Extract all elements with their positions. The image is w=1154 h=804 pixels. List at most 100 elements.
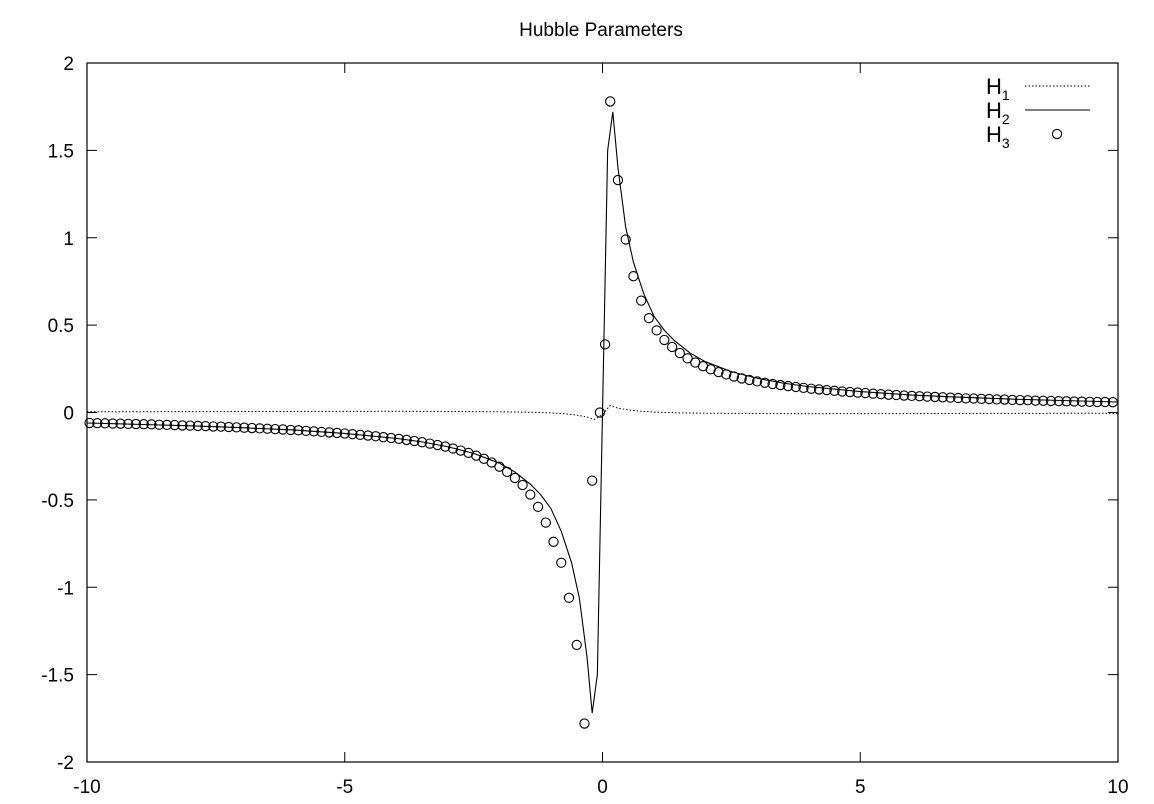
data-point [659,334,670,346]
data-point [293,425,304,436]
legend-marker-h3 [1051,128,1063,140]
y-tick-label: -0.5 [41,491,74,512]
data-point [571,639,582,651]
data-point [138,419,149,430]
data-point [362,430,374,441]
data-point [587,475,598,486]
data-point [937,392,948,403]
data-point [1092,396,1103,408]
axis-tick-labels: -10 -5 0 5 10 -2 -1.5 -1 -0.5 0 0.5 1 1.5 2 [41,54,1128,798]
data-point [509,472,521,484]
data-point [579,718,590,729]
data-point [455,445,466,456]
data-point [161,419,173,431]
data-point [339,428,350,439]
data-point [254,423,265,434]
data-point [277,424,289,435]
axis-ticks [86,62,1119,763]
data-point [177,420,188,431]
data-point [976,393,987,405]
data-point [115,418,126,429]
data-point [599,339,611,350]
data-point [385,432,397,444]
data-point [867,388,879,399]
data-point [262,423,273,434]
data-point [806,383,817,394]
x-tick-label: 5 [855,777,866,798]
data-point [239,422,250,433]
data-point [875,389,887,400]
y-tick-label: 0.5 [48,316,74,337]
data-point [123,418,134,430]
data-point [1061,396,1072,407]
data-point [914,391,925,402]
data-point [409,435,420,447]
data-point [501,466,513,478]
data-point [1099,396,1111,408]
data-point [331,427,343,439]
data-point [713,366,724,378]
data-point [285,424,296,436]
data-point [968,393,979,404]
data-point [355,429,366,441]
data-point [837,386,848,397]
data-point [775,379,786,391]
data-point [752,376,763,387]
data-point [231,422,242,433]
data-point [999,394,1010,405]
data-point [107,418,118,429]
data-point [612,174,624,186]
data-point [200,420,211,432]
data-point [906,390,917,402]
y-tick-label: 2 [63,54,74,75]
data-point [852,387,863,398]
data-point [620,234,631,245]
data-point [308,426,319,437]
data-point [324,427,335,438]
data-point [1038,395,1049,406]
data-point [860,387,871,399]
data-point [798,382,809,394]
y-tick-label: 1 [63,229,74,250]
data-point [1107,397,1118,408]
data-point [393,433,405,445]
x-tick-label: 0 [597,777,608,798]
data-point [721,369,732,380]
data-point [517,479,528,491]
data-point [636,295,647,306]
data-point [674,347,685,359]
data-point [759,377,771,388]
data-point [215,421,227,432]
x-tick-label: -10 [73,777,100,798]
data-point [378,431,389,443]
data-point [270,423,281,435]
data-point [945,392,956,403]
data-point [651,325,662,336]
data-point [92,418,103,429]
data-point [983,393,995,405]
data-point [736,373,747,384]
data-point [883,389,894,400]
data-point [84,417,95,429]
series-h3-markers [84,96,1118,729]
data-point [532,501,544,513]
data-point [463,447,474,459]
data-point [628,271,639,282]
data-point [424,438,435,449]
data-point [1084,396,1095,407]
data-point [782,380,794,392]
data-point [223,421,234,433]
data-point [494,461,505,472]
series-line-h1 [86,404,1119,421]
data-point [556,557,567,568]
x-tick-label: -5 [336,777,353,798]
data-point [316,426,327,438]
data-point [486,457,497,468]
data-point [1022,395,1033,406]
data-point [1045,395,1057,407]
data-point [960,393,972,404]
data-point [829,385,840,396]
data-point [1030,395,1041,406]
